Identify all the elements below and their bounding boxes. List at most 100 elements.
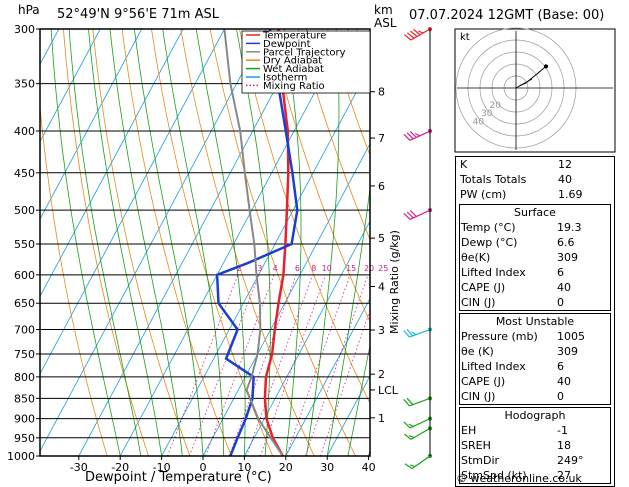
- row-label: Dewp (°C): [461, 235, 517, 250]
- km-tick-label: 7: [378, 132, 385, 145]
- datetime-label: 07.07.2024 12GMT (Base: 00): [409, 8, 604, 23]
- row-label: Pressure (mb): [461, 329, 538, 344]
- km-tick-label: LCL: [378, 384, 399, 397]
- table-row: Temp (°C)19.3: [460, 220, 610, 235]
- legend-label: Mixing Ratio: [263, 81, 325, 92]
- pressure-tick-label: 300: [14, 23, 35, 36]
- pressure-tick-label: 500: [14, 204, 35, 217]
- location-label: 52°49'N 9°56'E 71m ASL: [57, 7, 219, 22]
- table-row: CAPE (J) 40: [460, 374, 610, 389]
- mixing-ratio-label: 10: [322, 264, 332, 273]
- row-value: 0: [557, 295, 609, 310]
- hodograph-ring-label: 40: [473, 118, 485, 128]
- row-label: CAPE (J): [461, 374, 505, 389]
- row-value: -1: [557, 423, 609, 438]
- table-row: θe (K)309: [460, 344, 610, 359]
- row-value: 6: [557, 265, 609, 280]
- mixing-ratio-line: [321, 275, 383, 456]
- table-row: Totals Totals 40: [456, 172, 614, 187]
- row-value: 6: [557, 359, 609, 374]
- mixing-ratio-line: [305, 275, 368, 456]
- wind-barb-flag: [412, 332, 416, 335]
- row-value: 6.6: [557, 235, 609, 250]
- mixing-ratio-label: 2: [237, 264, 242, 273]
- table-row: CIN (J)0: [460, 295, 610, 310]
- row-value: 1.69: [558, 187, 610, 202]
- row-label: θe(K): [461, 250, 490, 265]
- wind-barb-flag: [405, 464, 412, 469]
- pressure-unit-label: hPa: [18, 3, 40, 17]
- row-label: CIN (J): [461, 389, 495, 404]
- pressure-tick-label: 600: [14, 269, 35, 282]
- mixing-ratio-labels: 2 3 4 6 8 10 15 20 25: [237, 264, 389, 273]
- km-tick-label: 6: [378, 180, 385, 193]
- pressure-tick-label: 1000: [7, 450, 35, 463]
- row-label: PW (cm): [460, 187, 506, 202]
- pressure-tick-label: 800: [14, 371, 35, 384]
- row-value: 249°: [557, 453, 609, 468]
- row-label: Lifted Index: [461, 265, 526, 280]
- surface-title: Surface: [460, 205, 610, 220]
- wind-barbs: [404, 27, 432, 469]
- table-row: θe(K) 309: [460, 250, 610, 265]
- row-label: K: [460, 157, 467, 172]
- km-tick-label: 8: [378, 86, 385, 99]
- x-axis-title: Dewpoint / Temperature (°C): [85, 470, 272, 485]
- wind-barb-flag: [409, 424, 413, 426]
- temperature-tick-label: 20: [279, 461, 293, 474]
- row-value: 1005: [557, 329, 609, 344]
- mixing-ratio-label: 20: [364, 264, 374, 273]
- wind-barb-flag: [410, 465, 415, 467]
- table-row: EH -1: [460, 423, 610, 438]
- mixing-ratio-label: 6: [295, 264, 300, 273]
- row-label: CAPE (J): [461, 280, 505, 295]
- pressure-tick-label: 900: [14, 413, 35, 426]
- km-unit-label: km: [374, 3, 393, 17]
- hodograph-endpoint: [544, 64, 548, 68]
- pressure-tick-label: 650: [14, 297, 35, 310]
- most-unstable-title: Most Unstable: [460, 314, 610, 329]
- table-row: CIN (J)0: [460, 389, 610, 404]
- row-label: Temp (°C): [461, 220, 516, 235]
- row-value: 309: [557, 250, 609, 265]
- row-label: SREH: [461, 438, 491, 453]
- wind-barb-flag: [404, 434, 411, 439]
- table-row: Pressure (mb) 1005: [460, 329, 610, 344]
- km-tick-label: 4: [378, 280, 385, 293]
- km-tick-label: 3: [378, 324, 385, 337]
- mixing-ratio-label: 25: [378, 264, 388, 273]
- table-row: PW (cm) 1.69: [456, 187, 614, 202]
- hodograph-title: Hodograph: [460, 408, 610, 423]
- table-row: SREH 18: [460, 438, 610, 453]
- mixing-ratio-label: 8: [311, 264, 316, 273]
- km-tick-label: 5: [378, 232, 385, 245]
- km-tick-label: 2: [378, 368, 385, 381]
- row-value: 40: [557, 374, 609, 389]
- hodograph-unit: kt: [460, 32, 470, 43]
- row-label: EH: [461, 423, 476, 438]
- pressure-tick-label: 350: [14, 78, 35, 91]
- wind-barb-flag: [418, 31, 423, 33]
- pressure-tick-label: 450: [14, 167, 35, 180]
- row-label: StmDir: [461, 453, 499, 468]
- mixing-ratio-label: 4: [273, 264, 278, 273]
- mixing-ratio-line: [189, 275, 258, 456]
- row-label: Totals Totals: [460, 172, 526, 187]
- mixing-ratio-axis-label: Mixing Ratio (g/kg): [388, 230, 401, 334]
- temperature-tick-label: 40: [362, 461, 376, 474]
- mixing-ratio-label: 3: [257, 264, 262, 273]
- mixing-ratio-label: 15: [346, 264, 356, 273]
- row-value: 18: [557, 438, 609, 453]
- row-value: 40: [558, 172, 610, 187]
- pressure-tick-label: 400: [14, 125, 35, 138]
- dry-adiabat-line: [621, 29, 629, 456]
- temperature-tick-label: 30: [320, 461, 334, 474]
- pressure-tick-label: 850: [14, 392, 35, 405]
- row-label: θe (K): [461, 344, 494, 359]
